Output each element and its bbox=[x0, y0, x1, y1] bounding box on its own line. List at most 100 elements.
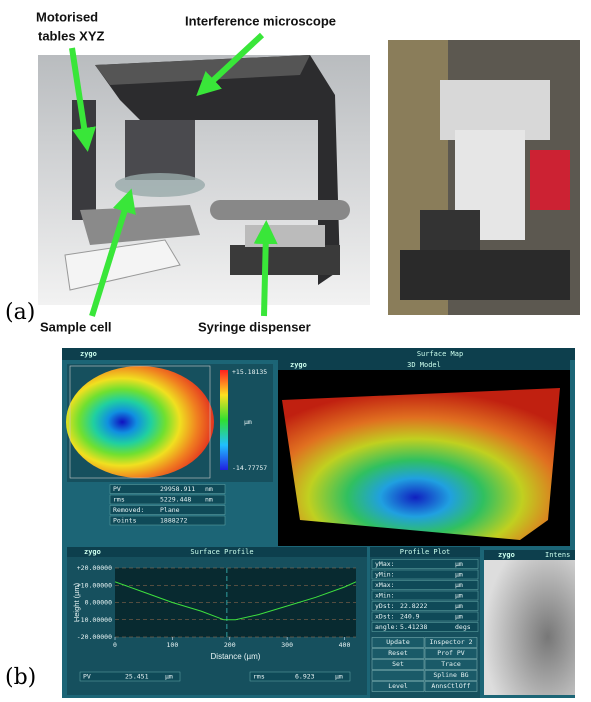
button-frame bbox=[424, 670, 478, 681]
y-tick-label: -10.00000 bbox=[77, 616, 112, 624]
stat-row bbox=[249, 671, 351, 682]
button[interactable]: AnnsCtlOff bbox=[431, 682, 470, 690]
button[interactable]: Prof PV bbox=[437, 649, 464, 657]
button-frame bbox=[371, 670, 425, 681]
button-frame bbox=[371, 648, 425, 659]
map-stats: PV 29958.911 nm rms 5229.448 nm Removed: Plane P… bbox=[109, 484, 226, 526]
stat-row bbox=[109, 494, 226, 505]
button-frame bbox=[371, 637, 425, 648]
stat-text: 5229.448 bbox=[160, 496, 191, 504]
photo-content bbox=[388, 40, 570, 315]
annotation: Motorised bbox=[36, 9, 98, 24]
button-frame bbox=[424, 637, 478, 648]
x-tick-label: 200 bbox=[224, 641, 236, 649]
annotation: Syringe dispenser bbox=[198, 319, 311, 334]
annotation: Interference microscope bbox=[185, 13, 336, 28]
table-row bbox=[371, 590, 479, 601]
panel-bar bbox=[278, 360, 570, 370]
table-row bbox=[371, 569, 479, 580]
panel-label: (b) bbox=[5, 665, 36, 690]
panel-title: Intens bbox=[545, 551, 570, 559]
brand: zygo bbox=[498, 551, 515, 559]
button[interactable]: Inspector 2 bbox=[429, 638, 472, 646]
stat-text: rms bbox=[253, 673, 265, 681]
profile-plot-table: yMax: µm yMin: µm xMax: µm xMin: µm yDst: 22.8222… bbox=[371, 559, 479, 692]
stat-text: 29958.911 bbox=[160, 485, 195, 493]
row-label: xDst: bbox=[375, 613, 395, 621]
row-unit: µm bbox=[455, 560, 463, 568]
panel-title: 3D Model bbox=[407, 361, 441, 369]
colorbar-max: +15.18135 bbox=[232, 368, 267, 376]
button[interactable]: Reset bbox=[388, 649, 408, 657]
stat-text: µm bbox=[335, 673, 343, 681]
colorbar-unit: µm bbox=[244, 418, 252, 426]
stat-text: Plane bbox=[160, 506, 180, 514]
x-tick-label: 0 bbox=[113, 641, 117, 649]
heatmap bbox=[66, 366, 214, 478]
stat-text: nm bbox=[205, 485, 213, 493]
panel-bar bbox=[67, 547, 367, 557]
row-unit: µm bbox=[455, 613, 463, 621]
stat-row bbox=[109, 515, 226, 526]
row-label: xMin: bbox=[375, 592, 395, 600]
stat-text: rms bbox=[113, 496, 125, 504]
row-unit: µm bbox=[455, 592, 463, 600]
panel-title: Surface Profile bbox=[190, 548, 253, 556]
x-tick-label: 100 bbox=[167, 641, 179, 649]
surface-3d bbox=[282, 388, 560, 540]
button-frame bbox=[424, 648, 478, 659]
y-tick-label: +20.00000 bbox=[77, 564, 112, 572]
stat-text: Removed: bbox=[113, 506, 144, 514]
stat-text: µm bbox=[165, 673, 173, 681]
table-row bbox=[371, 559, 479, 569]
intensity-panel bbox=[484, 550, 575, 695]
table-row bbox=[371, 611, 479, 622]
table-row bbox=[371, 601, 479, 611]
microscope-render bbox=[64, 55, 350, 291]
row-value: 5.41238 bbox=[400, 623, 427, 631]
row-unit: µm bbox=[455, 581, 463, 589]
row-label: xMax: bbox=[375, 581, 395, 589]
button-frame bbox=[424, 681, 478, 692]
button-frame bbox=[371, 659, 425, 670]
stat-text: 6.923 bbox=[295, 673, 315, 681]
stat-text: 25.451 bbox=[125, 673, 149, 681]
row-value: 240.9 bbox=[400, 613, 420, 621]
colorbar bbox=[220, 370, 228, 470]
stat-row bbox=[109, 484, 226, 494]
row-label: yDst: bbox=[375, 602, 395, 610]
table-row bbox=[371, 580, 479, 590]
annotation: tables XYZ bbox=[38, 28, 105, 43]
annotation: Sample cell bbox=[40, 319, 112, 334]
y-axis-label: Height (µm) bbox=[72, 582, 81, 622]
brand: zygo bbox=[84, 548, 101, 556]
x-tick-label: 400 bbox=[339, 641, 351, 649]
stat-row bbox=[79, 671, 181, 682]
annotations: Motorised tables XYZ Interference micros… bbox=[5, 9, 336, 690]
x-tick-label: 300 bbox=[281, 641, 293, 649]
button-frame bbox=[371, 681, 425, 692]
row-label: angle: bbox=[375, 623, 398, 631]
y-tick-label: 0.00000 bbox=[85, 599, 112, 607]
button[interactable]: Update bbox=[386, 638, 410, 646]
row-value: 22.8222 bbox=[400, 602, 427, 610]
panel-bar bbox=[484, 550, 575, 560]
button[interactable]: Level bbox=[388, 682, 408, 690]
button[interactable]: Trace bbox=[441, 660, 461, 668]
stat-text: PV bbox=[83, 673, 91, 681]
button[interactable]: Set bbox=[392, 660, 404, 668]
arrows bbox=[69, 32, 278, 317]
title-bar bbox=[62, 348, 575, 360]
x-axis-label: Distance (µm) bbox=[211, 652, 261, 661]
row-unit: µm bbox=[455, 571, 463, 579]
panel-bar bbox=[370, 547, 480, 557]
stat-text: nm bbox=[205, 496, 213, 504]
y-tick-label: +10.00000 bbox=[77, 581, 112, 589]
colorbar-min: -14.77757 bbox=[232, 464, 267, 472]
stat-text: 1888272 bbox=[160, 517, 187, 525]
map-frame bbox=[69, 365, 211, 479]
stat-row bbox=[109, 505, 226, 515]
profile-line bbox=[114, 581, 357, 621]
button[interactable]: Spline BG bbox=[433, 671, 468, 679]
